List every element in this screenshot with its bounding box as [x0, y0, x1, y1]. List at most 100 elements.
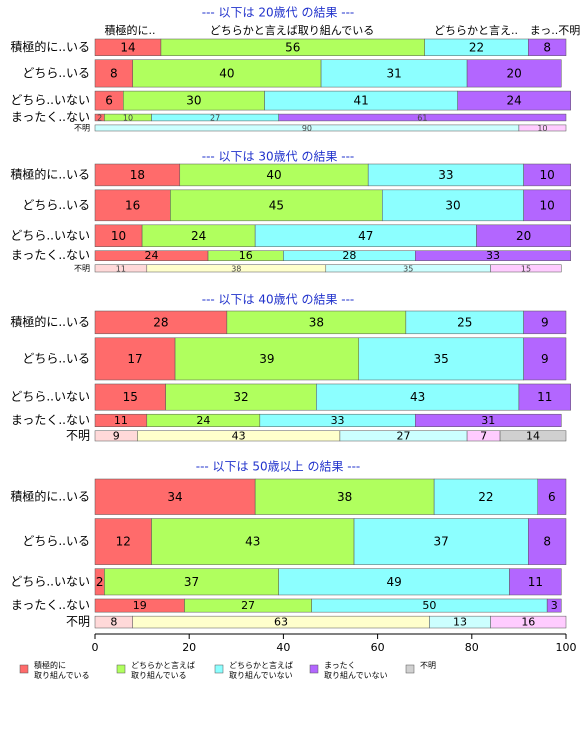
panel-title: --- 以下は 50歳以上 の結果 ---	[196, 460, 361, 474]
value-label: 37	[184, 575, 199, 589]
value-label: 2	[97, 114, 102, 123]
bar-segment	[523, 189, 571, 222]
bar-segment	[457, 90, 571, 111]
legend-label: 積極的に取り組んでいる	[34, 660, 90, 680]
value-label: 56	[285, 40, 300, 54]
x-tick-label: 80	[465, 641, 479, 654]
value-label: 14	[526, 429, 540, 442]
value-label: 37	[434, 535, 449, 549]
row-label: 不明	[66, 428, 90, 442]
bar-segment	[523, 310, 567, 335]
value-label: 28	[153, 315, 168, 329]
bar-segment	[320, 59, 468, 88]
row-label: 積極的に..いる	[10, 39, 90, 54]
value-label: 61	[417, 114, 427, 123]
bar-segment	[316, 383, 520, 411]
bar-segment	[546, 598, 562, 613]
legend-swatch	[116, 664, 126, 674]
bar-segment	[165, 383, 317, 411]
panel-title: --- 以下は 30歳代 の結果 ---	[202, 150, 355, 164]
value-label: 6	[548, 490, 556, 504]
bar-segment	[278, 113, 567, 122]
legend-swatch	[214, 664, 224, 674]
value-label: 34	[167, 490, 182, 504]
value-label: 16	[125, 198, 140, 212]
value-label: 12	[116, 535, 131, 549]
value-label: 33	[438, 168, 453, 182]
row-label: 積極的に..いる	[10, 488, 90, 503]
row-label: 不明	[74, 264, 90, 273]
panel-title: --- 以下は 20歳代 の結果 ---	[202, 6, 355, 20]
value-label: 39	[259, 352, 274, 366]
bar-segment	[254, 478, 435, 515]
value-label: 27	[241, 599, 255, 612]
value-label: 30	[186, 94, 201, 108]
value-label: 43	[245, 535, 260, 549]
bar-segment	[509, 568, 562, 596]
value-label: 15	[521, 264, 531, 273]
value-label: 9	[541, 315, 549, 329]
value-label: 24	[145, 249, 159, 262]
value-label: 24	[196, 414, 210, 427]
value-label: 43	[410, 390, 425, 404]
value-label: 24	[507, 94, 522, 108]
value-label: 8	[110, 616, 117, 629]
column-header: どちらかと言え..	[434, 24, 518, 37]
value-label: 35	[403, 264, 413, 273]
value-label: 38	[231, 264, 241, 273]
legend-label: まったく取り組んでいない	[324, 661, 388, 680]
legend-swatch	[405, 664, 415, 674]
row-label: 不明	[66, 615, 90, 629]
bar-segment	[523, 163, 571, 187]
bar-segment	[490, 264, 562, 273]
value-label: 33	[486, 249, 500, 262]
bar-segment	[415, 250, 571, 261]
x-tick-label: 40	[276, 641, 290, 654]
row-label: どちら..いる	[22, 66, 90, 80]
value-label: 20	[516, 229, 531, 243]
value-label: 6	[105, 94, 113, 108]
value-label: 10	[123, 114, 133, 123]
value-label: 8	[543, 535, 551, 549]
value-label: 63	[274, 616, 288, 629]
value-label: 35	[434, 352, 449, 366]
value-label: 49	[386, 575, 401, 589]
value-label: 43	[232, 429, 246, 442]
bar-segment	[415, 413, 562, 427]
value-label: 24	[191, 229, 206, 243]
value-label: 50	[422, 599, 436, 612]
x-tick-label: 100	[556, 641, 577, 654]
row-label: どちら..いる	[22, 198, 90, 212]
legend-label: どちらかと言えば取り組んでいる	[131, 660, 195, 680]
row-label: どちら..いる	[22, 351, 90, 365]
bar-segment	[518, 383, 571, 411]
row-label: どちら..いない	[10, 574, 90, 588]
row-label: どちら..いない	[10, 390, 90, 404]
value-label: 11	[116, 264, 126, 273]
value-label: 10	[540, 198, 555, 212]
value-label: 22	[469, 40, 484, 54]
value-label: 10	[537, 124, 547, 133]
value-label: 13	[453, 616, 467, 629]
bar-segment	[466, 59, 562, 88]
value-label: 16	[239, 249, 253, 262]
value-label: 10	[540, 168, 555, 182]
bar-segment	[94, 478, 256, 515]
row-label: どちら..いる	[22, 534, 90, 548]
bar-segment	[104, 568, 279, 596]
value-label: 17	[127, 352, 142, 366]
legend-swatch	[309, 664, 319, 674]
value-label: 47	[358, 229, 373, 243]
row-label: まったく..ない	[11, 248, 90, 262]
value-label: 8	[110, 66, 118, 80]
value-label: 45	[269, 198, 284, 212]
legend-label: 不明	[420, 661, 436, 670]
x-tick-label: 20	[182, 641, 196, 654]
value-label: 18	[130, 168, 145, 182]
bar-segment	[523, 337, 567, 381]
row-label: 積極的に..いる	[10, 314, 90, 329]
value-label: 11	[114, 414, 128, 427]
bar-segment	[132, 59, 322, 88]
value-label: 9	[541, 352, 549, 366]
value-label: 19	[133, 599, 147, 612]
